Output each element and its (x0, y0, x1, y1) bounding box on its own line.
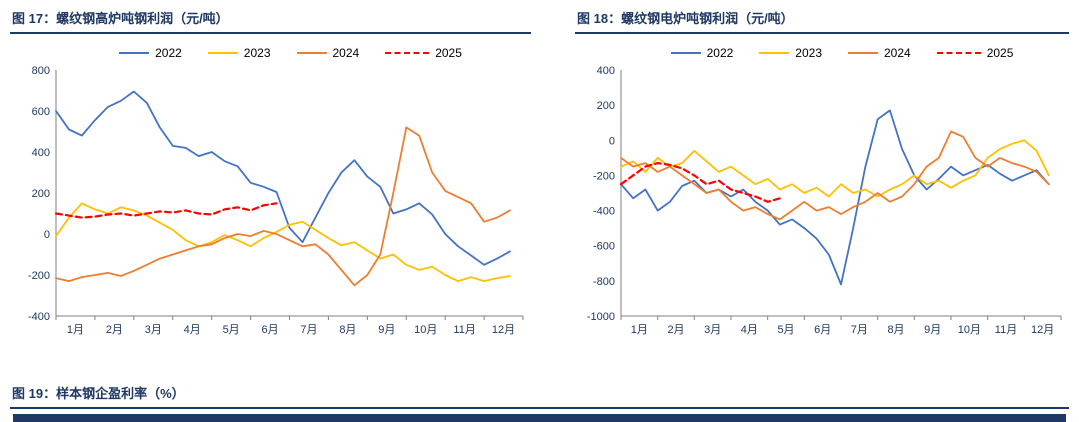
charts-row: 图 17：螺纹钢高炉吨钢利润（元/吨） 2022 2023 2024 2025 800… (10, 6, 1069, 342)
x-tick-label: 1月 (67, 324, 84, 336)
legend-swatch-2024 (848, 52, 878, 54)
x-tick-label: 8月 (887, 324, 904, 336)
legend-swatch-2023 (759, 52, 790, 54)
y-tick-label: 0 (609, 135, 615, 147)
figure19-section: 图 19：样本钢企盈利率（%） (0, 381, 1079, 422)
series-line-2023 (620, 139, 1050, 198)
legend-swatch-2023 (207, 52, 238, 54)
x-tick-label: 11月 (995, 324, 1017, 336)
legend-label-2023: 2023 (795, 46, 822, 60)
x-tick-label: 11月 (453, 324, 475, 336)
figure19-top-bar (13, 414, 1066, 422)
x-tick-label: 5月 (223, 324, 240, 336)
x-tick-label: 10月 (414, 324, 437, 336)
legend-swatch-2025 (385, 52, 430, 54)
x-tick-label: 10月 (958, 324, 981, 336)
legend-item-2023: 2023 (207, 46, 271, 60)
y-tick-label: -400 (593, 206, 615, 218)
y-tick-label: -200 (28, 270, 50, 282)
legend-swatch-2022 (119, 52, 150, 54)
figure19-title: 图 19：样本钢企盈利率（%） (10, 381, 1069, 409)
x-tick-label: 12月 (492, 324, 515, 336)
y-tick-label: 200 (597, 100, 615, 112)
x-tick-label: 3月 (145, 324, 162, 336)
figure17-plot: 800 600 400 200 0 -200 -400 1月 2月 3月 4月 5月 6月 7月 8月 9月 1… (28, 65, 524, 336)
legend-item-2024: 2024 (296, 46, 360, 60)
figure18-chart-area: 2022 2023 2024 2025 400 200 0 -200 -400 -600 -800… (575, 44, 1069, 342)
legend-item-2022: 2022 (670, 46, 734, 60)
legend-swatch-2024 (296, 52, 327, 54)
x-tick-label: 12月 (1031, 324, 1054, 336)
y-tick-label: -400 (28, 311, 50, 323)
x-tick-label: 7月 (851, 324, 868, 336)
series-line-2024 (620, 130, 1050, 221)
y-tick-label: -1000 (587, 311, 615, 323)
y-tick-label: 200 (32, 188, 50, 200)
series-line-2025 (619, 161, 781, 203)
legend-label-2022: 2022 (155, 46, 182, 60)
y-tick-label: 400 (597, 65, 615, 77)
y-tick-label: 600 (32, 106, 50, 118)
series-line-2025 (54, 202, 278, 219)
x-tick-label: 9月 (924, 324, 941, 336)
y-tick-label: -200 (593, 170, 615, 182)
x-tick-label: 6月 (814, 324, 831, 336)
y-tick-label: -800 (593, 276, 615, 288)
figure17-chart-area: 2022 2023 2024 2025 800 600 400 200 0 -200 -400 1月… (10, 44, 531, 342)
y-tick-label: 400 (32, 147, 50, 159)
x-tick-label: 3月 (704, 324, 721, 336)
x-tick-label: 5月 (777, 324, 794, 336)
legend-swatch-2025 (936, 52, 981, 54)
figure17-title: 图 17：螺纹钢高炉吨钢利润（元/吨） (10, 6, 531, 34)
series-line-2023 (55, 202, 511, 283)
x-tick-label: 7月 (300, 324, 317, 336)
legend-swatch-2022 (670, 52, 701, 54)
y-tick-label: 800 (32, 65, 50, 77)
x-tick-label: 9月 (378, 324, 395, 336)
y-tick-label: 0 (44, 229, 50, 241)
figure18-legend: 2022 2023 2024 2025 (615, 44, 1069, 62)
legend-item-2024: 2024 (848, 46, 911, 60)
x-tick-label: 4月 (741, 324, 758, 336)
legend-label-2025: 2025 (986, 46, 1014, 60)
x-tick-label: 2月 (106, 324, 123, 336)
legend-item-2025: 2025 (936, 46, 1014, 60)
figure18-title: 图 18：螺纹钢电炉吨钢利润（元/吨） (575, 6, 1069, 34)
series-line-2022 (620, 109, 1050, 286)
figure17-legend: 2022 2023 2024 2025 (50, 44, 531, 62)
x-tick-label: 2月 (667, 324, 684, 336)
legend-item-2022: 2022 (119, 46, 182, 60)
figure17-panel: 图 17：螺纹钢高炉吨钢利润（元/吨） 2022 2023 2024 2025 800… (10, 6, 531, 342)
series-line-2022 (55, 90, 511, 266)
legend-label-2025: 2025 (435, 46, 462, 60)
x-tick-label: 4月 (184, 324, 201, 336)
legend-label-2022: 2022 (706, 46, 734, 60)
legend-label-2024: 2024 (884, 46, 911, 60)
series-line-2024 (55, 126, 511, 287)
legend-item-2025: 2025 (385, 46, 462, 60)
legend-item-2023: 2023 (759, 46, 822, 60)
x-tick-label: 6月 (261, 324, 278, 336)
legend-label-2023: 2023 (243, 46, 271, 60)
x-tick-label: 1月 (631, 324, 648, 336)
y-tick-label: -600 (593, 241, 615, 253)
figure18-plot: 400 200 0 -200 -400 -600 -800 -1000 1月 2月 3月 4月 5月 6月… (587, 65, 1062, 336)
x-tick-label: 8月 (339, 324, 356, 336)
legend-label-2024: 2024 (332, 46, 360, 60)
figure18-panel: 图 18：螺纹钢电炉吨钢利润（元/吨） 2022 2023 2024 2025 400… (575, 6, 1069, 342)
